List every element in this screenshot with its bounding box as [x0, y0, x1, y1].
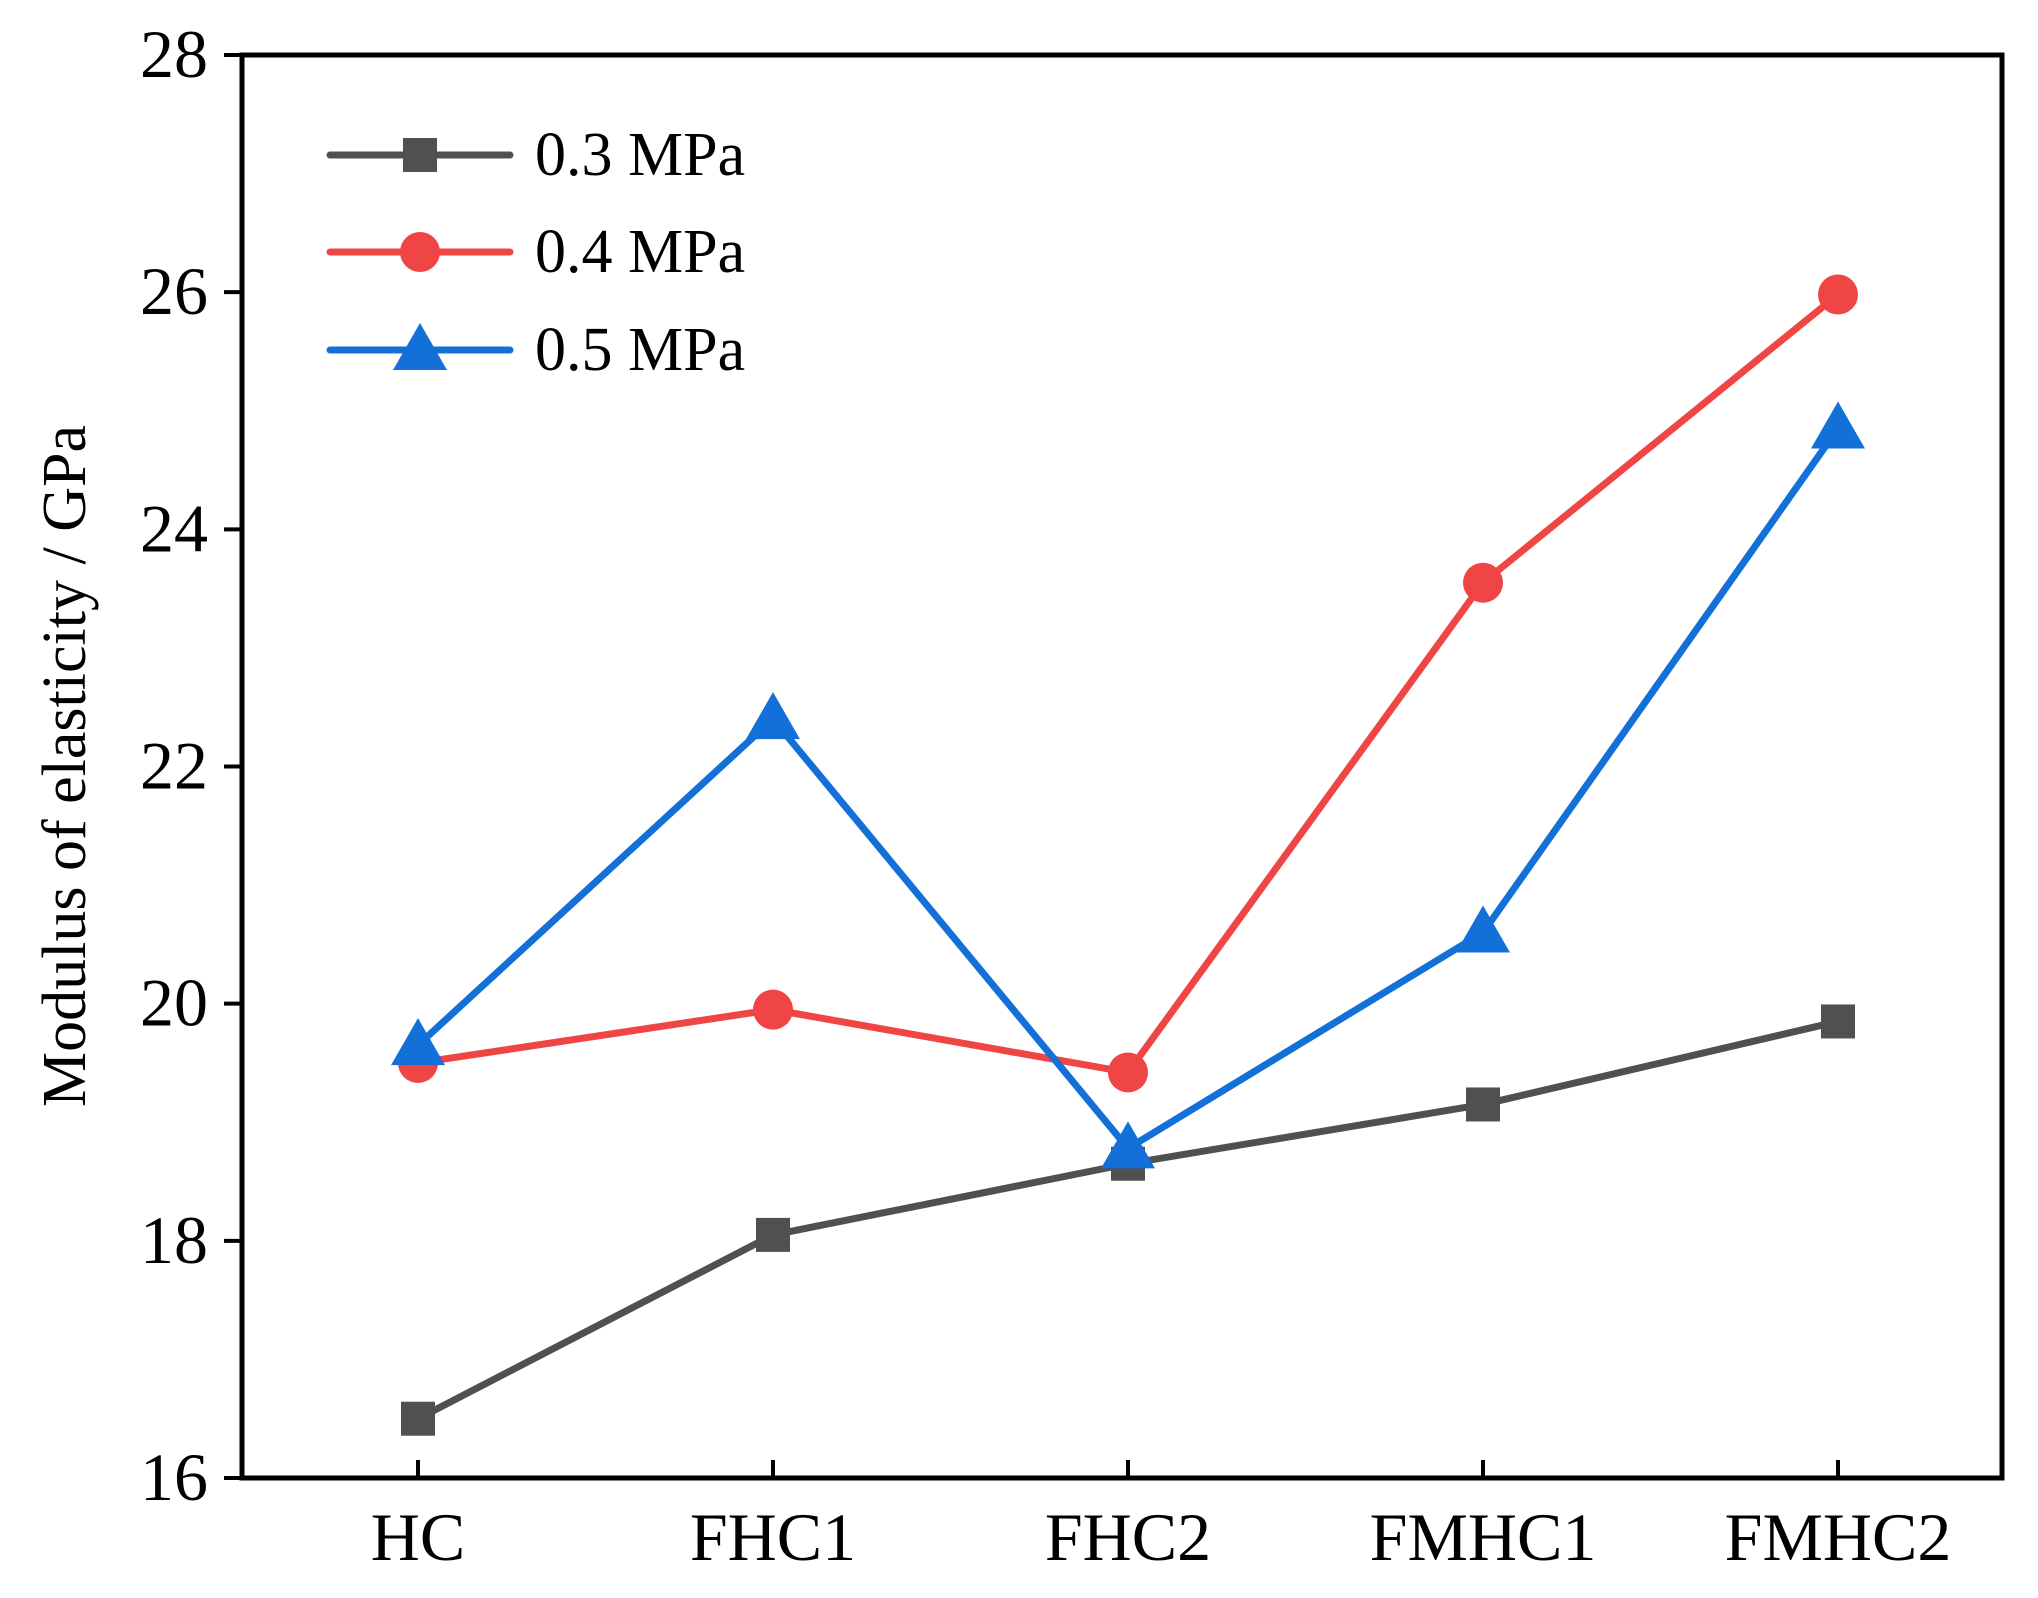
- series-layer: [391, 274, 1865, 1436]
- x-tick-label: FMHC2: [1725, 1499, 1952, 1575]
- legend-label: 0.5 MPa: [535, 316, 745, 384]
- data-point-hc: [391, 1018, 445, 1066]
- data-point-fhc2: [1101, 1121, 1155, 1169]
- y-ticks-layer: 16 18 20 22 24 26 28: [140, 16, 242, 1515]
- x-ticks-layer: HC FHC1 FHC2 FMHC1 FMHC2: [371, 1460, 1952, 1575]
- legend-item-0-5-mpa: 0.5 MPa: [326, 316, 745, 384]
- data-point-fmhc1: [1456, 905, 1510, 953]
- legend-marker: [400, 232, 440, 272]
- legend-marker: [393, 323, 447, 370]
- y-axis-label: Modulus of elasticity / GPa: [31, 425, 99, 1107]
- x-tick-label: FHC2: [1045, 1499, 1211, 1575]
- y-tick-label: 20: [140, 965, 208, 1041]
- legend: 0.3 MPa 0.4 MPa 0.5 MPa: [326, 121, 745, 384]
- data-point-fhc2: [1108, 1052, 1148, 1093]
- legend-marker: [403, 138, 437, 172]
- data-point-fmhc2: [1811, 401, 1865, 449]
- data-point-fmhc2: [1818, 274, 1858, 315]
- y-tick-label: 18: [140, 1202, 208, 1278]
- data-point-fhc1: [746, 692, 800, 740]
- series-line: [414, 425, 1842, 1152]
- data-point-fhc1: [753, 989, 793, 1030]
- plot-frame: [239, 52, 2005, 1481]
- data-point-fmhc1: [1463, 562, 1503, 603]
- y-tick-label: 26: [140, 253, 208, 329]
- y-tick-label: 28: [140, 16, 208, 92]
- y-tick-label: 22: [140, 728, 208, 804]
- legend-label: 0.3 MPa: [535, 121, 745, 189]
- data-point-fmhc2: [1821, 1004, 1855, 1039]
- legend-label: 0.4 MPa: [535, 218, 745, 286]
- data-point-fhc1: [756, 1217, 790, 1252]
- data-point-hc: [401, 1401, 435, 1436]
- x-tick-label: FHC1: [690, 1499, 856, 1575]
- x-tick-label: FMHC1: [1370, 1499, 1597, 1575]
- legend-item-0-4-mpa: 0.4 MPa: [326, 218, 745, 286]
- series-0-4-mpa: [398, 274, 1858, 1093]
- series-0-5-mpa: [391, 401, 1865, 1169]
- x-tick-label: HC: [371, 1499, 465, 1575]
- y-tick-label: 16: [140, 1439, 208, 1515]
- data-point-fmhc1: [1466, 1087, 1500, 1122]
- series-line: [414, 291, 1842, 1076]
- y-tick-label: 24: [140, 490, 208, 566]
- legend-item-0-3-mpa: 0.3 MPa: [326, 121, 745, 189]
